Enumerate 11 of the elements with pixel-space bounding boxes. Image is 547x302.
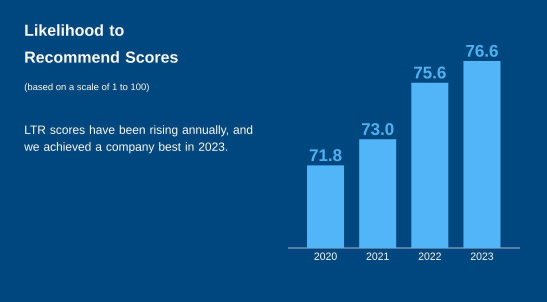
data-label: 73.0 <box>362 123 394 136</box>
x-tick-label: 2020 <box>314 252 337 260</box>
x-tick-label: 2021 <box>366 252 389 260</box>
x-tick-label: 2023 <box>470 252 494 260</box>
data-label: 71.8 <box>310 149 342 162</box>
data-label: 76.6 <box>466 44 498 57</box>
text: (based on a scale of 1 to 100) <box>24 83 149 92</box>
text: Likelihood to Recommend Scores <box>25 24 178 63</box>
x-tick-label: 2022 <box>418 252 441 260</box>
data-label: 75.6 <box>414 66 446 79</box>
text: LTR scores have been rising annually, and we achieved a company best in 2023. <box>24 125 252 154</box>
